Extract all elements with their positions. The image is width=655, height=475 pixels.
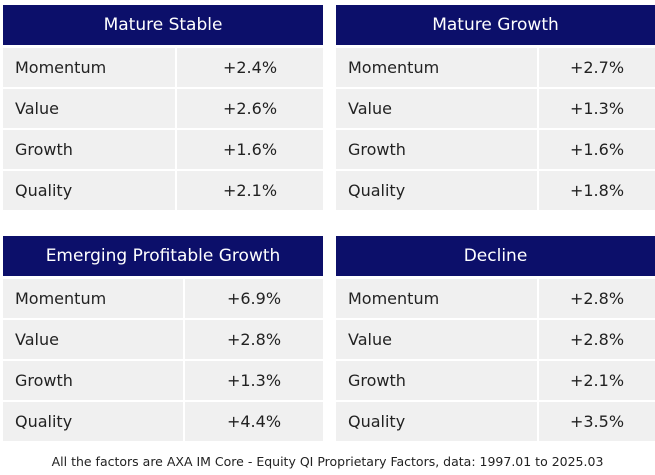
factor-name: Momentum [336, 279, 537, 318]
factor-value: +1.6% [177, 130, 323, 169]
factor-name: Momentum [3, 279, 183, 318]
factor-value: +4.4% [185, 402, 323, 441]
factor-value: +2.1% [539, 361, 655, 400]
table-row: Growth +1.6% [3, 130, 323, 169]
table-row: Growth +1.3% [3, 361, 323, 400]
table-row: Quality +2.1% [3, 171, 323, 210]
factor-name: Quality [3, 402, 183, 441]
factor-value: +3.5% [539, 402, 655, 441]
panel-title: Emerging Profitable Growth [3, 236, 323, 276]
factor-value: +2.4% [177, 48, 323, 87]
panel-title: Mature Stable [3, 5, 323, 45]
factor-name: Quality [336, 171, 537, 210]
panel: Decline Momentum +2.8% Value +2.8% Growth +2.1… [336, 236, 655, 441]
factor-name: Value [336, 320, 537, 359]
table-row: Growth +1.6% [336, 130, 655, 169]
panel-title: Mature Growth [336, 5, 655, 45]
table-row: Momentum +2.8% [336, 279, 655, 318]
table-row: Value +2.6% [3, 89, 323, 128]
factor-value: +2.1% [177, 171, 323, 210]
table-row: Quality +4.4% [3, 402, 323, 441]
factor-name: Value [336, 89, 537, 128]
table-row: Momentum +6.9% [3, 279, 323, 318]
factor-value: +2.8% [539, 320, 655, 359]
factor-value: +6.9% [185, 279, 323, 318]
factor-value: +1.6% [539, 130, 655, 169]
factor-value: +2.6% [177, 89, 323, 128]
panel-title: Decline [336, 236, 655, 276]
factor-name: Growth [3, 130, 175, 169]
panel: Emerging Profitable Growth Momentum +6.9% V… [3, 236, 323, 441]
table-row: Growth +2.1% [336, 361, 655, 400]
factor-value: +1.3% [185, 361, 323, 400]
factor-value: +2.8% [185, 320, 323, 359]
factor-name: Growth [336, 130, 537, 169]
factor-name: Momentum [3, 48, 175, 87]
factor-name: Momentum [336, 48, 537, 87]
panel: Mature Growth Momentum +2.7% Value +1.3% Grow… [336, 5, 655, 210]
factor-name: Quality [336, 402, 537, 441]
table-row: Momentum +2.7% [336, 48, 655, 87]
table-row: Quality +1.8% [336, 171, 655, 210]
table-row: Momentum +2.4% [3, 48, 323, 87]
table-row: Value +2.8% [336, 320, 655, 359]
factor-value: +1.8% [539, 171, 655, 210]
table-row: Value +1.3% [336, 89, 655, 128]
table-row: Value +2.8% [3, 320, 323, 359]
factor-value: +1.3% [539, 89, 655, 128]
panel: Mature Stable Momentum +2.4% Value +2.6% Grow… [3, 5, 323, 210]
factor-value: +2.8% [539, 279, 655, 318]
factor-name: Growth [336, 361, 537, 400]
footnote: All the factors are AXA IM Core - Equity… [51, 454, 604, 469]
table-row: Quality +3.5% [336, 402, 655, 441]
factor-name: Quality [3, 171, 175, 210]
factor-name: Value [3, 89, 175, 128]
factor-value: +2.7% [539, 48, 655, 87]
factor-name: Value [3, 320, 183, 359]
factor-name: Growth [3, 361, 183, 400]
